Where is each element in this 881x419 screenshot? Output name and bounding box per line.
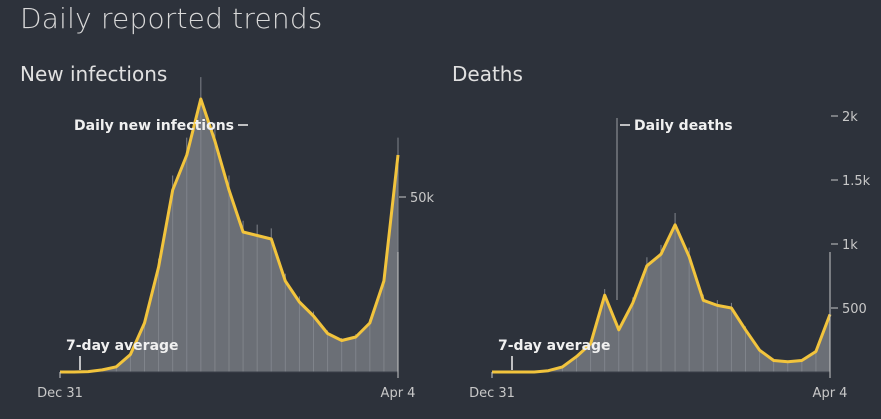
annotation-daily-1: Daily deaths (634, 118, 733, 134)
y-tick-label-1-3: 2k (842, 110, 858, 125)
x-tick-label-start-1: Dec 31 (469, 386, 515, 401)
y-tick-label-0-0: 50k (410, 191, 435, 206)
y-tick-label-1-0: 500 (842, 302, 867, 317)
page-title: Daily reported trends (20, 2, 323, 35)
x-tick-label-end-1: Apr 4 (813, 386, 848, 401)
average-line-1 (492, 223, 832, 374)
chart-title-deaths: Deaths (452, 62, 523, 86)
annotation-average-0: 7-day average (66, 338, 179, 354)
x-tick-label-start-0: Dec 31 (37, 386, 83, 401)
chart-title-new-infections: New infections (20, 62, 168, 86)
y-tick-label-1-1: 1k (842, 238, 858, 253)
annotation-average-1: 7-day average (498, 338, 611, 354)
average-line-0 (60, 97, 400, 374)
x-tick-label-end-0: Apr 4 (381, 386, 416, 401)
annotation-daily-0: Daily new infections (74, 118, 234, 134)
y-tick-label-1-2: 1.5k (842, 174, 871, 189)
